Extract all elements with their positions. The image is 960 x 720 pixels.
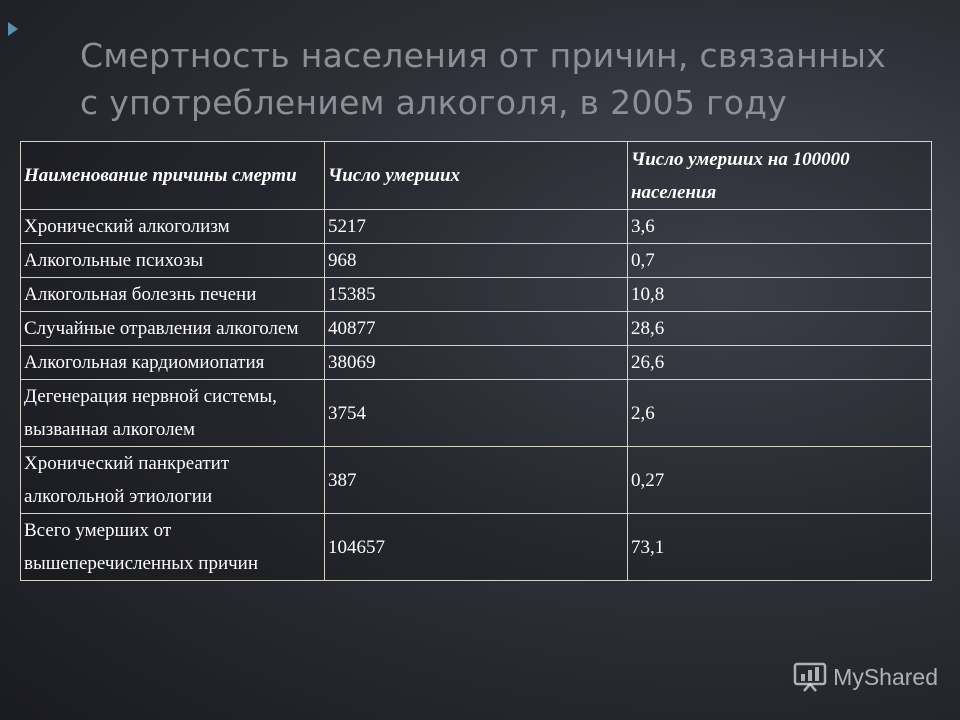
cell-cause: Дегенерация нервной системы, вызванная а… <box>20 379 325 447</box>
cell-rate: 3,6 <box>627 209 932 244</box>
table-row: Всего умерших от вышеперечисленных причи… <box>20 513 932 581</box>
cell-rate: 0,7 <box>627 243 932 278</box>
slide-title: Смертность населения от причин, связанны… <box>80 32 940 126</box>
watermark-text: MyShared <box>833 663 938 690</box>
cell-deaths: 5217 <box>324 209 628 244</box>
myshared-watermark: MyShared <box>793 662 938 692</box>
table-row: Дегенерация нервной системы, вызванная а… <box>20 379 932 447</box>
cell-rate: 28,6 <box>627 311 932 346</box>
cell-cause: Случайные отравления алкоголем <box>20 311 325 346</box>
cell-rate: 0,27 <box>627 446 932 514</box>
cell-deaths: 40877 <box>324 311 628 346</box>
table-header-row: Наименование причины смерти Число умерши… <box>20 141 932 210</box>
cell-cause: Алкогольные психозы <box>20 243 325 278</box>
cell-rate: 10,8 <box>627 277 932 312</box>
cell-cause: Всего умерших от вышеперечисленных причи… <box>20 513 325 581</box>
table-row: Алкогольная болезнь печени 15385 10,8 <box>20 277 932 312</box>
cell-cause: Хронический панкреатит алкогольной этиол… <box>20 446 325 514</box>
table-row: Хронический алкоголизм 5217 3,6 <box>20 209 932 244</box>
header-deaths-per-100000: Число умерших на 100000 населения <box>627 141 932 210</box>
cell-cause: Алкогольная кардиомиопатия <box>20 345 325 380</box>
mortality-table: Наименование причины смерти Число умерши… <box>20 141 932 581</box>
cell-deaths: 387 <box>324 446 628 514</box>
cell-deaths: 104657 <box>324 513 628 581</box>
cell-deaths: 15385 <box>324 277 628 312</box>
table-row: Алкогольные психозы 968 0,7 <box>20 243 932 278</box>
cell-deaths: 3754 <box>324 379 628 447</box>
cell-cause: Хронический алкоголизм <box>20 209 325 244</box>
cell-deaths: 38069 <box>324 345 628 380</box>
cell-rate: 26,6 <box>627 345 932 380</box>
slide-title-line-1: Смертность населения от причин, связанны… <box>80 36 887 75</box>
header-deaths: Число умерших <box>324 141 628 210</box>
table-row: Алкогольная кардиомиопатия 38069 26,6 <box>20 345 932 380</box>
table-row: Хронический панкреатит алкогольной этиол… <box>20 446 932 514</box>
myshared-logo-icon <box>793 662 827 692</box>
slide-title-line-2: с употреблением алкоголя, в 2005 году <box>80 83 788 122</box>
cell-rate: 73,1 <box>627 513 932 581</box>
header-cause: Наименование причины смерти <box>20 141 325 210</box>
cell-rate: 2,6 <box>627 379 932 447</box>
table-row: Случайные отравления алкоголем 40877 28,… <box>20 311 932 346</box>
slide-bullet-arrow-icon <box>8 22 18 36</box>
cell-deaths: 968 <box>324 243 628 278</box>
cell-cause: Алкогольная болезнь печени <box>20 277 325 312</box>
